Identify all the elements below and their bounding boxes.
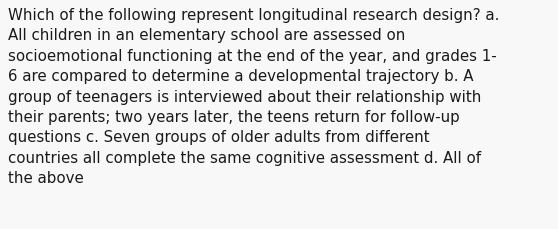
Text: Which of the following represent longitudinal research design? a.
All children i: Which of the following represent longitu… bbox=[8, 8, 500, 185]
